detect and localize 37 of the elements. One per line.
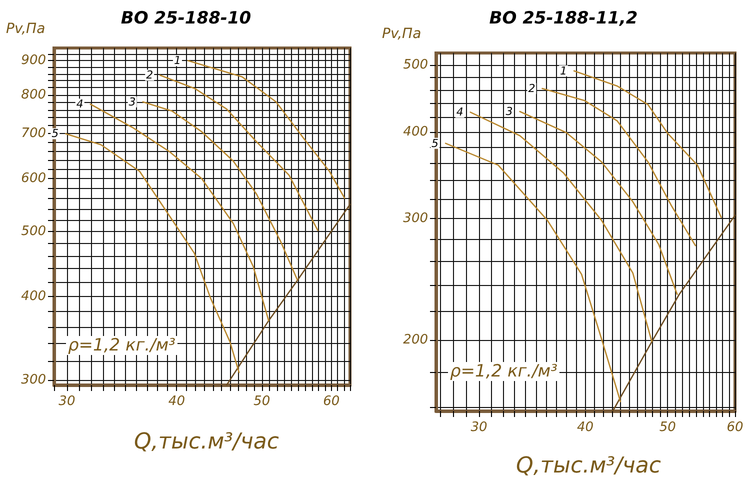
series-label: 5 bbox=[52, 127, 59, 140]
series-label: 4 bbox=[76, 98, 84, 111]
x-tick-label: 60 bbox=[726, 420, 744, 435]
y-tick-label: 400 bbox=[21, 288, 46, 304]
x-tick-label: 40 bbox=[576, 420, 594, 435]
series-label: 3 bbox=[128, 95, 136, 108]
y-tick-label: 300 bbox=[21, 372, 46, 388]
x-tick-label: 30 bbox=[58, 394, 76, 409]
x-tick-label: 30 bbox=[470, 420, 488, 435]
chart-title: ВО 25-188-10 bbox=[120, 8, 252, 28]
y-tick-label: 200 bbox=[403, 332, 428, 348]
y-axis-title: Pv,Па bbox=[382, 26, 422, 42]
series-label: 5 bbox=[432, 136, 439, 150]
series-label: 2 bbox=[528, 82, 536, 96]
y-tick-label: 700 bbox=[21, 126, 46, 142]
x-axis-title: Q,тыс.м³/час bbox=[516, 454, 661, 478]
series-label: 1 bbox=[560, 64, 568, 78]
x-tick-label: 60 bbox=[323, 394, 340, 409]
series-label: 1 bbox=[174, 54, 181, 68]
y-tick-label: 500 bbox=[403, 57, 428, 72]
y-tick-label: 800 bbox=[21, 87, 46, 102]
series-label: 3 bbox=[506, 105, 513, 118]
y-tick-label: 900 bbox=[21, 53, 46, 68]
y-axis-title: Pv,Па bbox=[6, 21, 46, 37]
y-tick-label: 300 bbox=[403, 210, 428, 226]
y-tick-label: 500 bbox=[21, 224, 46, 240]
annotation: ρ=1,2 кг./м³ bbox=[450, 362, 558, 382]
x-tick-label: 50 bbox=[254, 394, 270, 409]
x-axis-title: Q,тыс.м³/час bbox=[134, 430, 279, 454]
chart-title: ВО 25-188-11,2 bbox=[489, 8, 638, 28]
annotation: ρ=1,2 кг./м³ bbox=[68, 336, 176, 356]
y-tick-label: 600 bbox=[21, 171, 46, 186]
y-tick-label: 400 bbox=[403, 124, 428, 140]
series-label: 2 bbox=[146, 68, 154, 82]
x-tick-label: 50 bbox=[659, 420, 676, 435]
x-tick-label: 40 bbox=[168, 394, 185, 409]
series-label: 4 bbox=[456, 106, 464, 119]
